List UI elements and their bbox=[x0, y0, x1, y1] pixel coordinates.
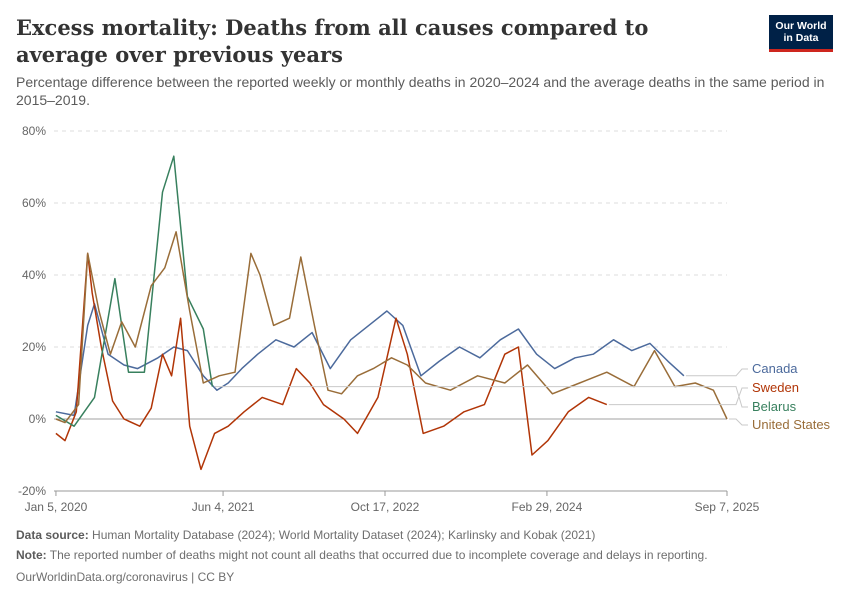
y-tick-label: 40% bbox=[22, 268, 46, 282]
x-tick-label: Oct 17, 2022 bbox=[351, 500, 420, 514]
owid-logo[interactable]: Our World in Data bbox=[769, 15, 833, 52]
data-source: Data source: Human Mortality Database (2… bbox=[16, 528, 595, 542]
logo-line-1: Our World bbox=[775, 20, 827, 32]
legend-label-canada: Canada bbox=[752, 361, 798, 376]
series-line-sweden bbox=[55, 252, 608, 471]
credit-link[interactable]: OurWorldinData.org/coronavirus | CC BY bbox=[16, 570, 235, 584]
chart-title: Excess mortality: Deaths from all causes… bbox=[16, 15, 649, 67]
x-tick-label: Feb 29, 2024 bbox=[512, 500, 583, 514]
legend-connector-belarus bbox=[214, 386, 748, 408]
series-line-canada bbox=[55, 303, 685, 417]
x-tick-label: Sep 7, 2025 bbox=[695, 500, 760, 514]
legend-label-sweden: Sweden bbox=[752, 380, 799, 395]
y-tick-label: 60% bbox=[22, 196, 46, 210]
y-tick-label: 0% bbox=[29, 412, 47, 426]
x-tick-label: Jun 4, 2021 bbox=[192, 500, 255, 514]
chart-note: Note: The reported number of deaths migh… bbox=[16, 548, 708, 562]
legend-label-united-states: United States bbox=[752, 417, 831, 432]
data-source-text: Human Mortality Database (2024); World M… bbox=[92, 528, 596, 542]
legend-connector-sweden bbox=[608, 387, 748, 406]
legend-connector-united-states bbox=[729, 418, 748, 426]
legend-label-belarus: Belarus bbox=[752, 399, 797, 414]
series-line-belarus bbox=[55, 155, 214, 427]
legend-connector-canada bbox=[685, 368, 748, 377]
data-source-label: Data source: bbox=[16, 528, 89, 542]
x-tick-label: Jan 5, 2020 bbox=[25, 500, 88, 514]
chart-subtitle: Percentage difference between the report… bbox=[16, 74, 825, 108]
logo-line-2: in Data bbox=[783, 32, 819, 44]
y-tick-label: 20% bbox=[22, 340, 46, 354]
y-tick-label: -20% bbox=[18, 484, 46, 498]
series-line-united-states bbox=[55, 231, 728, 424]
y-tick-label: 80% bbox=[22, 124, 46, 138]
note-text: The reported number of deaths might not … bbox=[49, 548, 708, 562]
note-label: Note: bbox=[16, 548, 47, 562]
line-chart: -20% 0% 20% 40% 60% 80% Jan 5, 2020 Jun 4, 2021… bbox=[18, 124, 831, 514]
